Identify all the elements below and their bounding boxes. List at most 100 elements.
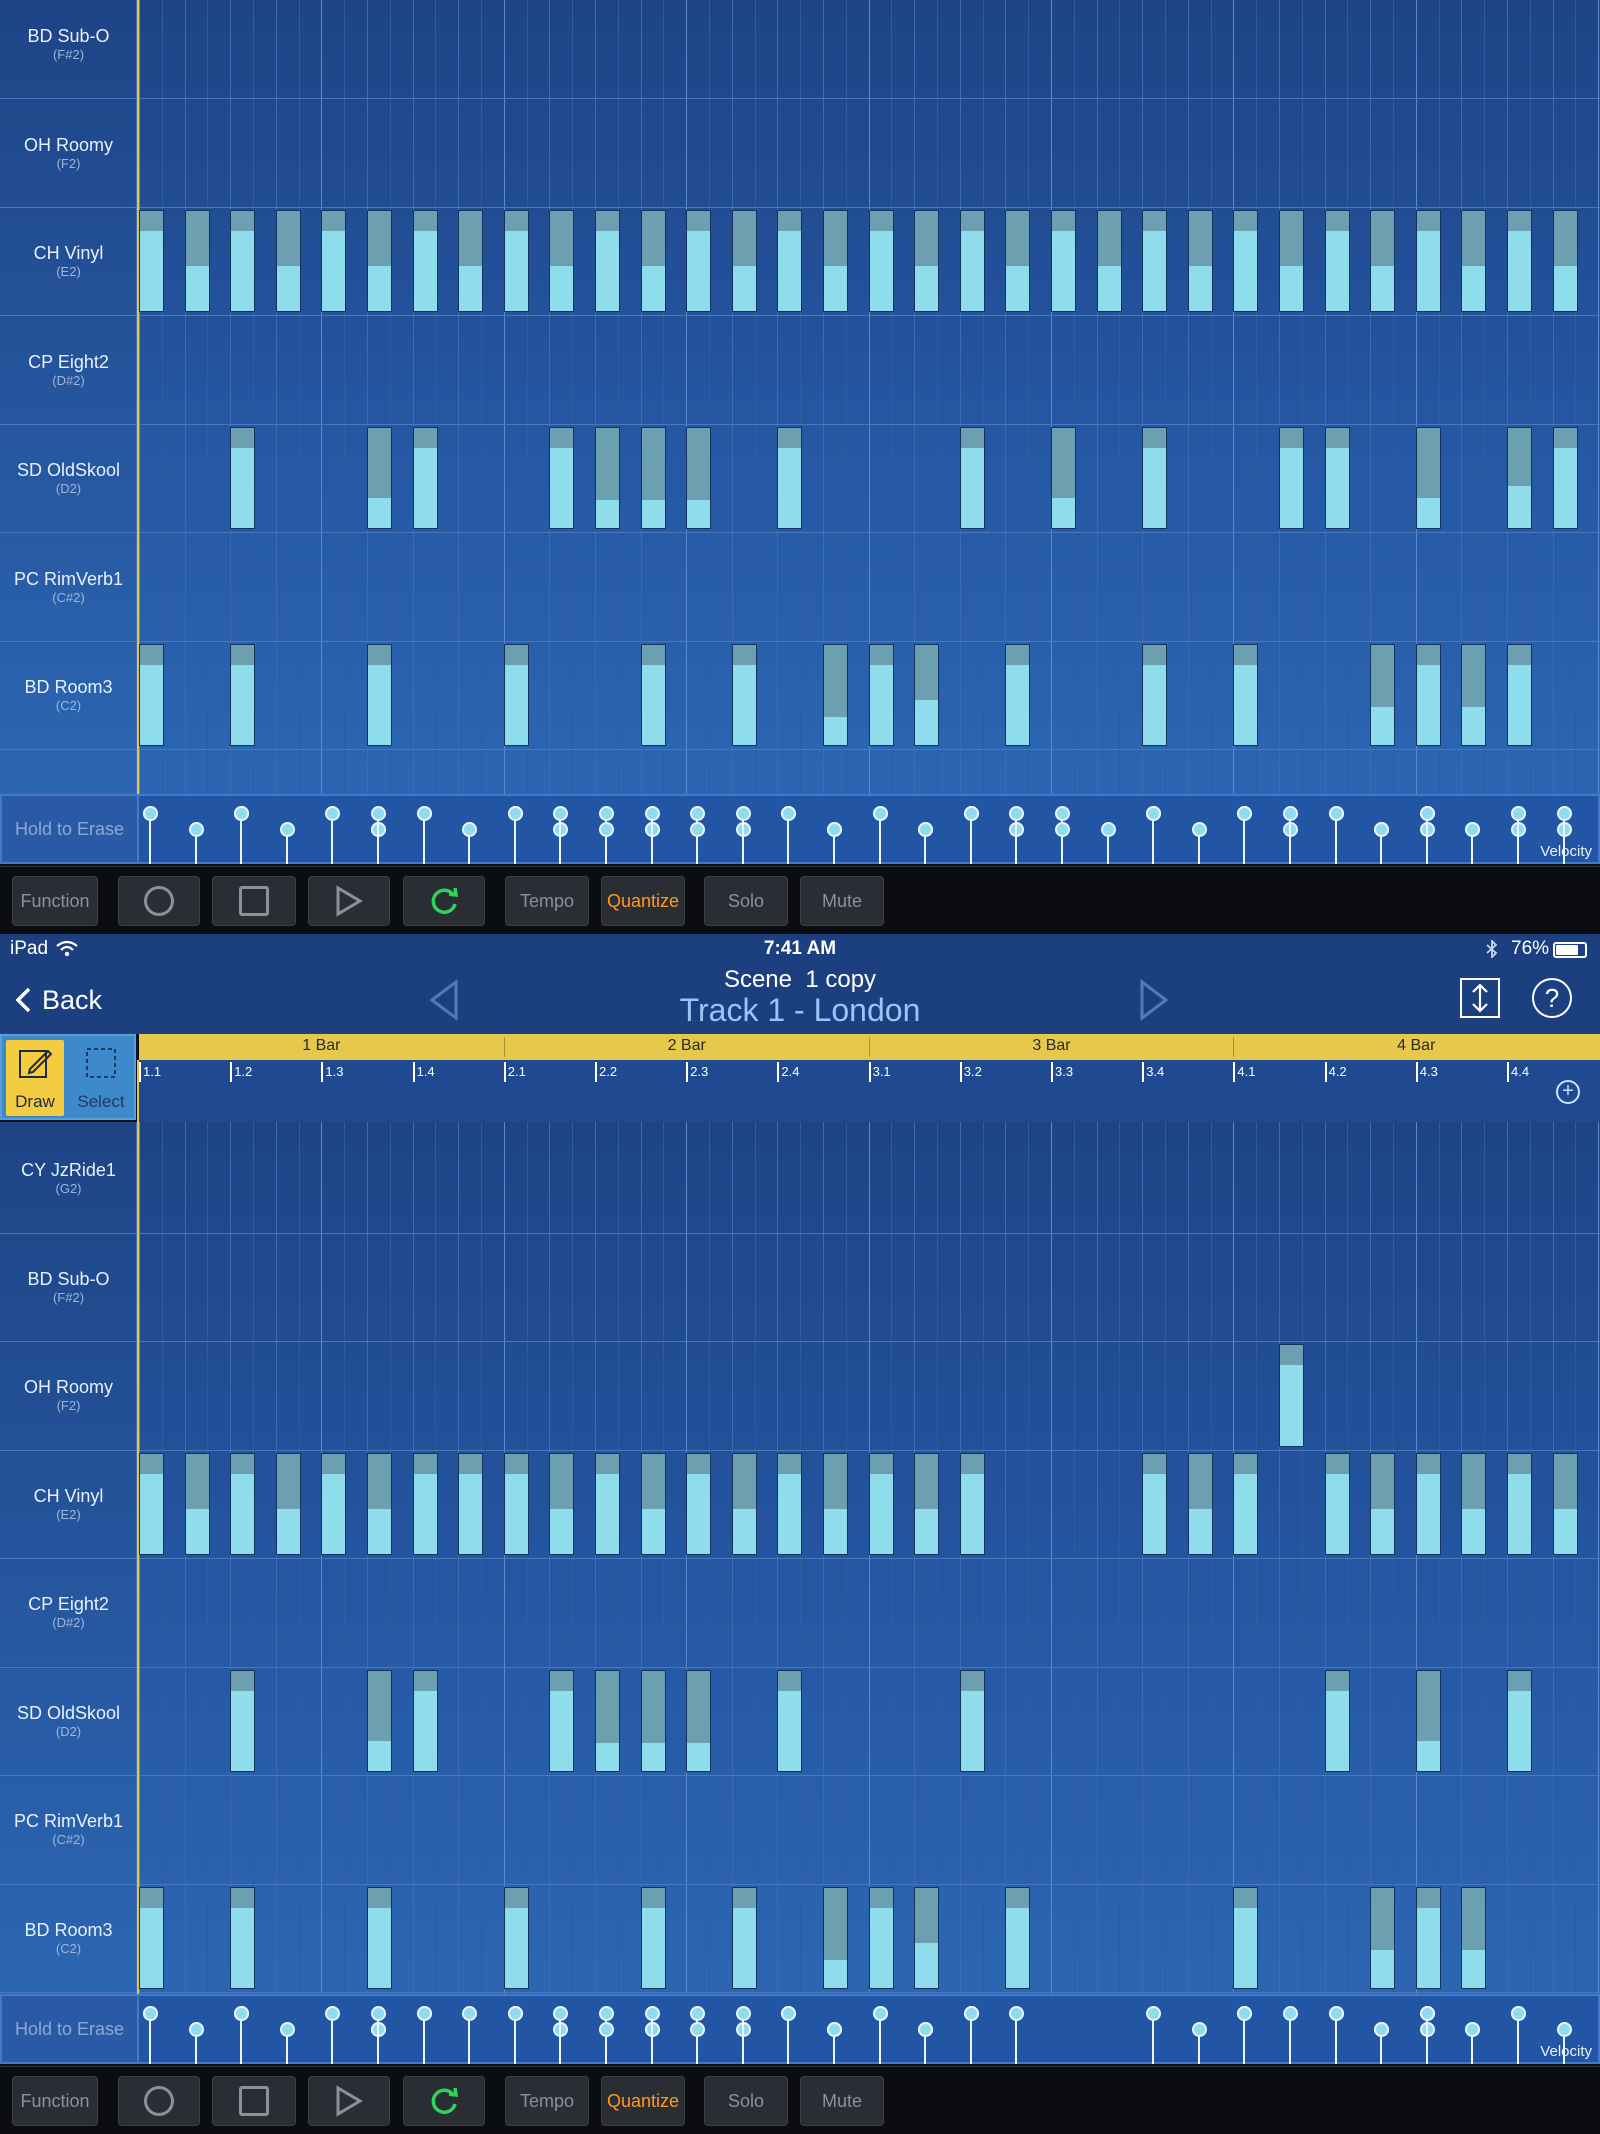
function-button[interactable]: Function xyxy=(12,2076,98,2126)
velocity-handle[interactable] xyxy=(1009,2006,1025,2021)
note[interactable] xyxy=(1415,1669,1441,1772)
bar-label[interactable]: 3 Bar xyxy=(868,1037,1234,1057)
note[interactable] xyxy=(1370,209,1396,313)
velocity-handle[interactable] xyxy=(1556,2022,1572,2037)
note[interactable] xyxy=(230,643,256,747)
note[interactable] xyxy=(686,209,712,313)
note[interactable] xyxy=(139,209,165,313)
back-button[interactable]: Back xyxy=(14,982,102,1018)
note[interactable] xyxy=(823,1452,849,1555)
previous-track-icon[interactable] xyxy=(428,978,460,1022)
note[interactable] xyxy=(230,1452,256,1555)
velocity-handle[interactable] xyxy=(644,806,660,821)
tempo-button[interactable]: Tempo xyxy=(505,2076,589,2126)
solo-button[interactable]: Solo xyxy=(704,876,788,926)
velocity-lane[interactable]: Hold to Erase Velocity xyxy=(0,794,1600,864)
stop-button[interactable] xyxy=(212,2076,296,2126)
note[interactable] xyxy=(1415,1886,1441,1989)
velocity-handle[interactable] xyxy=(872,2006,888,2021)
note[interactable] xyxy=(595,1669,621,1772)
note[interactable] xyxy=(1370,643,1396,747)
lane-label[interactable]: CY JzRide1 (G2) xyxy=(0,1159,137,1197)
add-bar-button[interactable]: + xyxy=(1556,1080,1580,1104)
lane-label[interactable]: SD OldSkool (D2) xyxy=(0,1702,137,1740)
note[interactable] xyxy=(731,209,757,313)
velocity-handle[interactable] xyxy=(507,806,523,821)
note[interactable] xyxy=(367,1669,393,1772)
note[interactable] xyxy=(367,1452,393,1555)
note[interactable] xyxy=(1051,209,1077,313)
velocity-handle[interactable] xyxy=(462,822,478,837)
velocity-handle[interactable] xyxy=(1465,822,1481,837)
note[interactable] xyxy=(731,1452,757,1555)
note[interactable] xyxy=(1324,209,1350,313)
bar-ruler[interactable]: 1 Bar 2 Bar 3 Bar 4 Bar xyxy=(139,1034,1600,1060)
note[interactable] xyxy=(230,1886,256,1989)
bar-label[interactable]: 1 Bar xyxy=(302,1037,341,1054)
note[interactable] xyxy=(595,426,621,530)
velocity-handle[interactable] xyxy=(1055,806,1070,821)
velocity-handle[interactable] xyxy=(234,2006,250,2021)
velocity-handle[interactable] xyxy=(416,806,432,821)
velocity-handle[interactable] xyxy=(918,2022,934,2037)
note[interactable] xyxy=(1507,1452,1533,1555)
velocity-handle[interactable] xyxy=(1009,806,1025,821)
velocity-handle[interactable] xyxy=(827,2022,842,2037)
note[interactable] xyxy=(914,643,940,747)
play-button[interactable] xyxy=(308,876,390,926)
note[interactable] xyxy=(275,1452,301,1555)
note[interactable] xyxy=(1233,1452,1259,1555)
note[interactable] xyxy=(1552,426,1578,530)
note[interactable] xyxy=(640,1669,666,1772)
lane-label[interactable]: CH Vinyl (E2) xyxy=(0,242,137,280)
note[interactable] xyxy=(139,1886,165,1989)
velocity-handle[interactable] xyxy=(918,822,934,837)
note[interactable] xyxy=(959,1669,985,1772)
note[interactable] xyxy=(640,643,666,747)
bar-label[interactable]: 2 Bar xyxy=(503,1037,869,1057)
lane-label[interactable]: CH Vinyl (E2) xyxy=(0,1485,137,1523)
quantize-button[interactable]: Quantize xyxy=(601,2076,685,2126)
note[interactable] xyxy=(1461,643,1487,747)
lane-label[interactable]: OH Roomy (F2) xyxy=(0,1376,137,1414)
note[interactable] xyxy=(777,1669,803,1772)
note[interactable] xyxy=(184,209,210,313)
note[interactable] xyxy=(1279,1344,1305,1447)
velocity-handle[interactable] xyxy=(553,2006,569,2021)
note[interactable] xyxy=(1324,1452,1350,1555)
note[interactable] xyxy=(914,1452,940,1555)
note[interactable] xyxy=(503,1452,529,1555)
note[interactable] xyxy=(230,1669,256,1772)
note[interactable] xyxy=(640,1452,666,1555)
note[interactable] xyxy=(549,426,575,530)
note[interactable] xyxy=(1461,1886,1487,1989)
lane-label[interactable]: BD Sub-O (F#2) xyxy=(0,25,137,63)
lane-label[interactable]: PC RimVerb1 (C#2) xyxy=(0,568,137,606)
velocity-handle[interactable] xyxy=(1191,822,1207,837)
note[interactable] xyxy=(777,1452,803,1555)
note[interactable] xyxy=(1552,1452,1578,1555)
beat-ruler[interactable]: 1.1 1.2 1.3 1.4 2.1 2.2 2.3 2.4 3.1 3.2 3.3 3.4 4.1 4… xyxy=(139,1060,1600,1122)
note[interactable] xyxy=(549,1452,575,1555)
playhead[interactable] xyxy=(137,0,139,794)
velocity-handle[interactable] xyxy=(188,822,204,837)
note[interactable] xyxy=(230,209,256,313)
note[interactable] xyxy=(640,426,666,530)
note[interactable] xyxy=(1415,209,1441,313)
play-button[interactable] xyxy=(308,2076,390,2126)
note[interactable] xyxy=(1507,1669,1533,1772)
note[interactable] xyxy=(412,209,438,313)
note[interactable] xyxy=(321,209,347,313)
note[interactable] xyxy=(230,426,256,530)
note[interactable] xyxy=(1370,1452,1396,1555)
note[interactable] xyxy=(595,1452,621,1555)
note[interactable] xyxy=(777,209,803,313)
velocity-handle[interactable] xyxy=(690,822,706,837)
note[interactable] xyxy=(959,426,985,530)
velocity-handle[interactable] xyxy=(234,806,250,821)
note[interactable] xyxy=(1461,1452,1487,1555)
velocity-handle[interactable] xyxy=(827,822,842,837)
note[interactable] xyxy=(868,643,894,747)
velocity-handle[interactable] xyxy=(690,2022,706,2037)
velocity-handle[interactable] xyxy=(599,2006,614,2021)
